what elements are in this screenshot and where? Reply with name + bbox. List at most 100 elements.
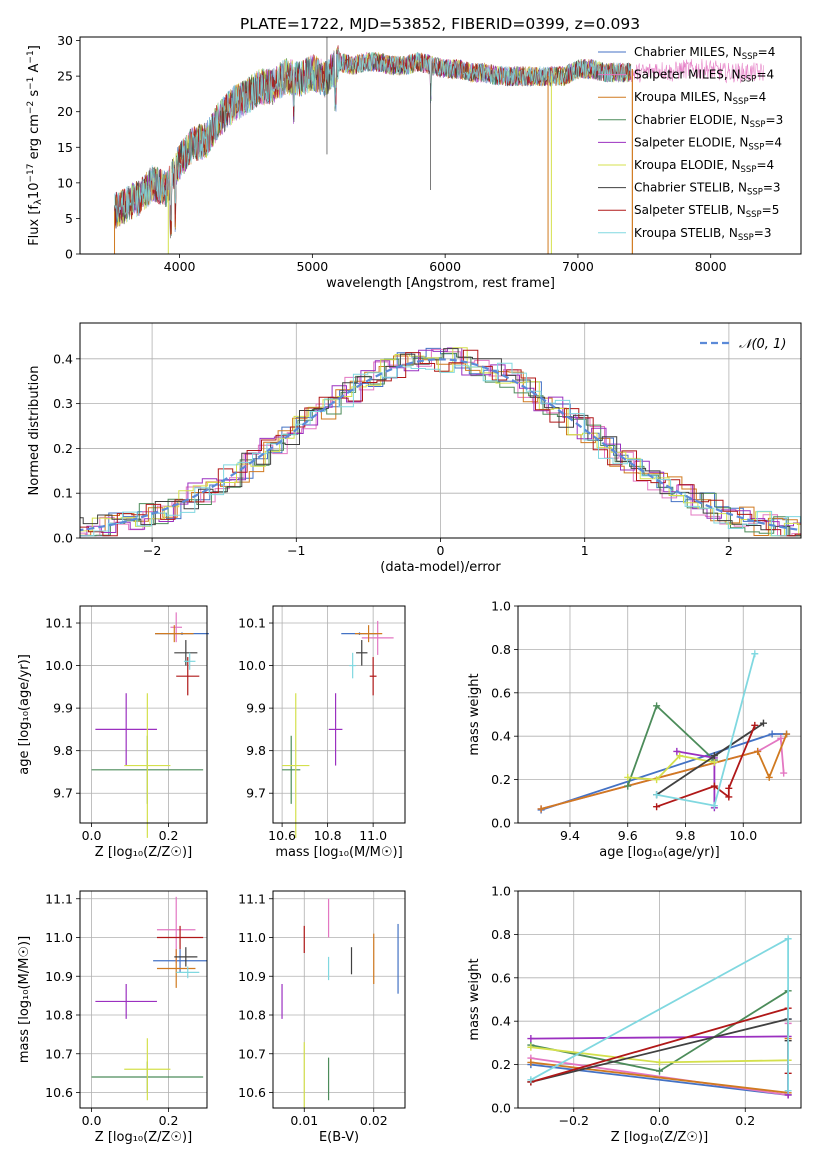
normal-curve: [80, 358, 801, 532]
weight-point: [653, 702, 661, 710]
weight-point: [784, 1087, 792, 1095]
y-tick-label: 0.2: [491, 772, 511, 787]
weight-point: [783, 730, 791, 738]
legend-label-sub: SSP: [746, 210, 762, 220]
y-tick-label: 10.0: [45, 658, 73, 673]
legend-label-suffix: =4: [756, 158, 774, 172]
y-tick-label: 10.1: [45, 616, 73, 631]
legend-label-text: Chabrier ELODIE, N: [634, 113, 750, 127]
weight-point: [653, 776, 661, 784]
y-axis-label-part: −1: [26, 77, 36, 90]
weight-point: [751, 650, 759, 658]
x-tick-label: 6000: [429, 259, 461, 274]
legend-label-suffix: =4: [764, 135, 782, 149]
legend-label-text: Salpeter MILES, N: [634, 68, 741, 82]
plot-frame: [79, 890, 208, 1109]
y-tick-label: 15: [57, 140, 73, 155]
x-tick-label: 5000: [296, 259, 328, 274]
x-tick-label: 0.02: [360, 1113, 388, 1128]
plot-frame: [517, 605, 802, 824]
y-tick-label: 0.0: [491, 1101, 511, 1116]
x-tick-label: 11.0: [359, 828, 387, 843]
y-tick-label: 5: [65, 211, 73, 226]
legend-label-text: Kroupa STELIB, N: [634, 226, 738, 240]
y-tick-label: 0.6: [491, 970, 511, 985]
y-tick-label: 0.3: [53, 396, 73, 411]
y-axis-label: age [log₁₀(age/yr)]: [17, 654, 32, 775]
x-tick-label: 0.2: [159, 828, 179, 843]
x-tick-label: 8000: [695, 259, 727, 274]
y-tick-label: 11.0: [238, 930, 266, 945]
weight-point: [653, 803, 661, 811]
y-tick-label: 0.4: [491, 1014, 511, 1029]
y-tick-label: 9.7: [53, 786, 73, 801]
weight-point: [765, 773, 773, 781]
weight-point: [527, 1043, 535, 1051]
legend-label: Kroupa ELODIE, NSSP=4: [634, 158, 774, 175]
x-tick-label: 10.8: [314, 828, 342, 843]
legend-label-text: Salpeter ELODIE, N: [634, 135, 748, 149]
residuals-panel: −2 −1 0 1 2 0.0 0.1 0.2 0.3 0.4 (data-model)/error…: [27, 322, 802, 575]
histogram-series: [80, 347, 801, 537]
y-tick-label: 10.7: [45, 1046, 73, 1061]
weight-point: [527, 1035, 535, 1043]
y-tick-label: 10.0: [238, 658, 266, 673]
weight-point: [768, 730, 776, 738]
weight-series: [656, 722, 765, 796]
weight-lines: [537, 650, 791, 814]
y-tick-label: 10: [57, 175, 73, 190]
y-axis-label-part: −1: [26, 50, 36, 63]
x-tick-label: 0.0: [82, 1113, 102, 1128]
y-axis-label-part: Flux [f: [27, 205, 42, 246]
histogram-group: [80, 347, 801, 537]
legend-label-sub: SSP: [738, 233, 754, 243]
weight-point: [656, 1058, 663, 1066]
y-tick-label: 10.6: [45, 1085, 73, 1100]
y-tick-label: 9.8: [246, 743, 266, 758]
figure-title: PLATE=1722, MJD=53852, FIBERID=0399, z=0…: [240, 15, 640, 33]
errorbar-group: [91, 612, 209, 838]
y-axis-label: Flux [fλ10−17 erg cm−2 s−1 A−1]: [26, 45, 44, 246]
errorbar-group: [91, 896, 207, 1101]
legend-label-sub: SSP: [747, 188, 763, 198]
y-tick-label: 9.7: [246, 786, 266, 801]
weight-lines: [527, 935, 792, 1099]
weight-point: [653, 791, 661, 799]
x-axis-label: wavelength [Angstrom, rest frame]: [326, 276, 555, 291]
plot-frame: [272, 890, 406, 1109]
y-tick-label: 0.4: [53, 351, 73, 366]
weight-series: [656, 653, 756, 807]
legend-label: 𝒩(0, 1): [739, 337, 786, 352]
spectrum-panel: 4000 5000 6000 7000 8000 0 5 10 15 20 25 30 waveleng…: [26, 33, 802, 291]
y-axis-label-part: erg cm: [27, 114, 42, 163]
weight-point: [624, 782, 632, 790]
y-tick-label: 10.7: [238, 1046, 266, 1061]
x-tick-label: 7000: [562, 259, 594, 274]
legend-label-suffix: =4: [758, 45, 776, 59]
histogram-series: [80, 352, 801, 537]
errorbar-group: [282, 620, 394, 838]
y-tick-label: 0.0: [491, 816, 511, 831]
x-axis-label: Z [log₁₀(Z/Z☉)]: [95, 1130, 192, 1145]
z-age-panel: 0.0 0.2 9.7 9.8 9.9 10.0 10.1 Z [log₁₀(Z/Z☉)] ag…: [17, 605, 209, 860]
x-tick-label: 0: [437, 543, 445, 558]
x-tick-label: 1: [581, 543, 589, 558]
legend-label-suffix: =3: [754, 226, 772, 240]
legend-label: Chabrier MILES, NSSP=4: [634, 45, 775, 62]
legend-label: Chabrier STELIB, NSSP=3: [634, 181, 781, 198]
x-tick-label: 9.6: [618, 828, 638, 843]
legend-label: Salpeter MILES, NSSP=4: [634, 68, 774, 85]
x-tick-label: 0.0: [650, 1113, 670, 1128]
spectrum-lines: [114, 37, 764, 254]
y-tick-label: 0.2: [53, 441, 73, 456]
y-tick-label: 10.6: [238, 1085, 266, 1100]
x-axis-label: age [log₁₀(age/yr)]: [599, 845, 720, 860]
y-tick-label: 10.9: [45, 969, 73, 984]
histogram-series: [80, 362, 801, 537]
plot-frame: [272, 605, 406, 824]
y-tick-label: 1.0: [491, 884, 511, 899]
weight-point: [725, 793, 733, 801]
age-weight-panel: 9.4 9.6 9.8 10.0 0.0 0.2 0.4 0.6 0.8 1.0 age [log₁…: [467, 599, 802, 860]
legend-label-suffix: =4: [756, 68, 774, 82]
